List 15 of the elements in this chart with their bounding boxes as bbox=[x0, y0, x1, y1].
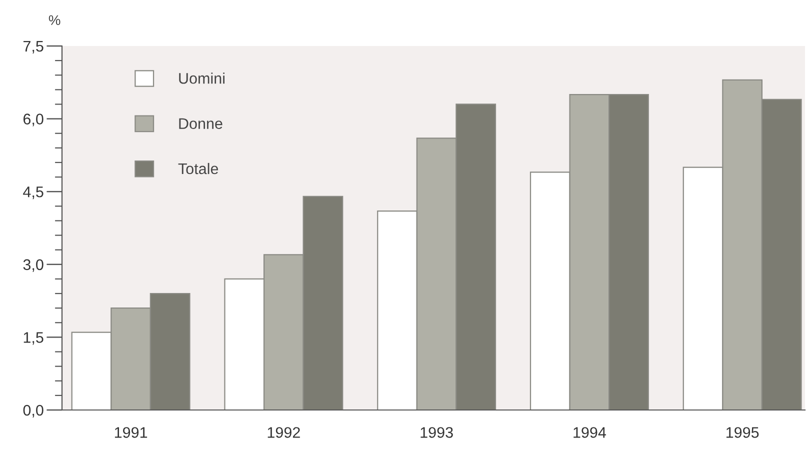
x-tick-label: 1994 bbox=[574, 427, 606, 438]
x-tick-label: 1991 bbox=[114, 427, 148, 438]
legend-label: Donne bbox=[179, 118, 222, 129]
y-tick-label: 3,0 bbox=[23, 259, 44, 272]
y-tick-label: 0,0 bbox=[23, 404, 44, 418]
y-tick-label: 7,5 bbox=[23, 41, 44, 54]
y-tick-label: 6,0 bbox=[23, 114, 44, 126]
legend-label: Totale bbox=[178, 162, 218, 174]
y-tick-label: 4,5 bbox=[23, 186, 44, 200]
x-tick-label: 1995 bbox=[726, 427, 759, 438]
y-axis-title: % bbox=[48, 15, 60, 25]
legend-label: Uomini bbox=[179, 72, 224, 84]
x-tick-label: 1993 bbox=[420, 427, 453, 438]
y-tick-label: 1,5 bbox=[24, 332, 44, 345]
x-tick-label: 1992 bbox=[268, 427, 300, 438]
